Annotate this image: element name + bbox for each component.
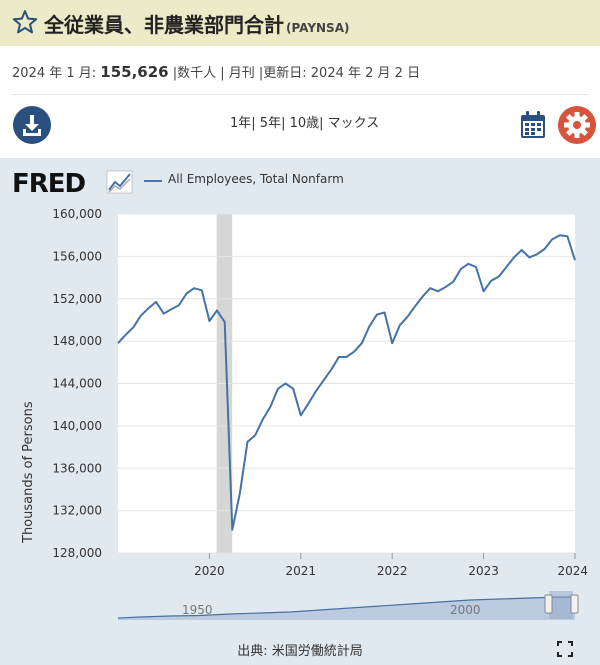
title-bar: 全従業員、非農業部門合計 (PAYNSA) — [0, 0, 600, 46]
series-line — [117, 234, 576, 531]
legend-swatch — [144, 180, 162, 182]
star-icon[interactable] — [12, 9, 38, 35]
x-tick-label: 2022 — [377, 564, 408, 578]
navigator-handle-right[interactable] — [570, 594, 579, 614]
gear-icon — [564, 112, 590, 138]
x-tick-label: 2023 — [468, 564, 499, 578]
calendar-icon[interactable] — [520, 111, 546, 139]
period-label: 2024 年 1 月: — [12, 66, 101, 81]
range-5y[interactable]: 5年 — [259, 116, 282, 131]
y-tick-label: 144,000 — [52, 377, 102, 391]
navigator-label-1950: 1950 — [182, 603, 213, 617]
fullscreen-icon[interactable] — [557, 641, 573, 657]
divider — [12, 94, 588, 95]
navigator-selection[interactable] — [549, 591, 573, 619]
x-tick-label: 2021 — [286, 564, 317, 578]
y-tick-label: 152,000 — [52, 292, 102, 306]
y-tick-label: 160,000 — [52, 207, 102, 221]
date-range-selector: 1年| 5年| 10歳| マックス — [230, 112, 379, 131]
source-note: 出典: 米国労働統計局 — [237, 644, 363, 659]
range-1y[interactable]: 1年 — [230, 116, 252, 131]
latest-value: 155,626 — [100, 63, 169, 81]
navigator-line — [117, 596, 575, 619]
download-icon — [23, 115, 41, 136]
series-title: 全従業員、非農業部門合計 — [44, 13, 284, 37]
y-tick-label: 148,000 — [52, 334, 102, 348]
navigator-label-2000: 2000 — [450, 603, 481, 617]
download-button[interactable] — [13, 106, 51, 144]
series-code: (PAYNSA) — [286, 21, 350, 35]
page-title: 全従業員、非農業部門合計 (PAYNSA) — [44, 9, 349, 38]
y-tick-label: 136,000 — [52, 461, 102, 475]
x-tick-label: 2024 — [557, 564, 588, 578]
range-max[interactable]: マックス — [327, 116, 380, 131]
y-tick-label: 128,000 — [52, 546, 102, 560]
y-tick-label: 132,000 — [52, 504, 102, 518]
x-tick-label: 2020 — [194, 564, 225, 578]
range-separator: | — [251, 116, 260, 131]
range-separator: | — [319, 116, 328, 131]
range-separator: | — [281, 116, 290, 131]
y-tick-label: 140,000 — [52, 419, 102, 433]
navigator-handle-left[interactable] — [544, 594, 553, 614]
series-meta: 2024 年 1 月: 155,626 |数千人 | 月刊 |更新日: 2024… — [12, 62, 420, 81]
line-chart[interactable]: 128,000 132,000 136,000 140,000 144,000 148,0… — [0, 158, 600, 633]
svg-text:FRED: FRED — [12, 169, 86, 196]
range-navigator[interactable]: 1950 2000 — [117, 590, 582, 620]
y-tick-label: 156,000 — [52, 249, 102, 263]
y-axis-label: Thousands of Persons — [21, 401, 36, 544]
legend-label: All Employees, Total Nonfarm — [168, 172, 344, 186]
units-frequency: |数千人 | 月刊 |更新日: 2024 年 2 月 2 日 — [168, 66, 421, 81]
fred-logo: FRED — [12, 169, 133, 196]
range-10y[interactable]: 10歳 — [289, 116, 320, 131]
settings-button[interactable] — [558, 106, 596, 144]
